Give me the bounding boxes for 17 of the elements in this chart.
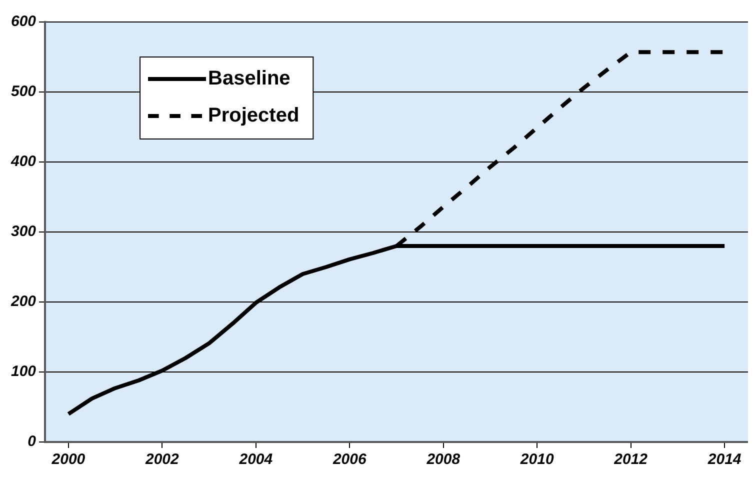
y-tick-label: 600	[10, 13, 37, 30]
x-tick-label: 2008	[426, 451, 461, 468]
x-tick-label: 2012	[613, 451, 648, 468]
y-tick-label: 400	[10, 153, 37, 170]
legend-label: Projected	[208, 104, 300, 127]
x-tick-label: 2002	[144, 451, 180, 468]
y-tick-label: 200	[10, 293, 37, 310]
x-tick-label: 2004	[238, 451, 274, 468]
x-tick-label: 2014	[706, 451, 742, 468]
x-tick-label: 2000	[50, 451, 86, 468]
y-tick-label: 500	[10, 83, 37, 100]
y-tick-label: 300	[10, 223, 37, 240]
y-tick-label: 0	[28, 433, 37, 450]
x-tick-label: 2010	[519, 451, 554, 468]
x-tick-label: 2006	[332, 451, 367, 468]
y-tick-label: 100	[10, 363, 37, 380]
legend-label: Baseline	[208, 68, 290, 90]
